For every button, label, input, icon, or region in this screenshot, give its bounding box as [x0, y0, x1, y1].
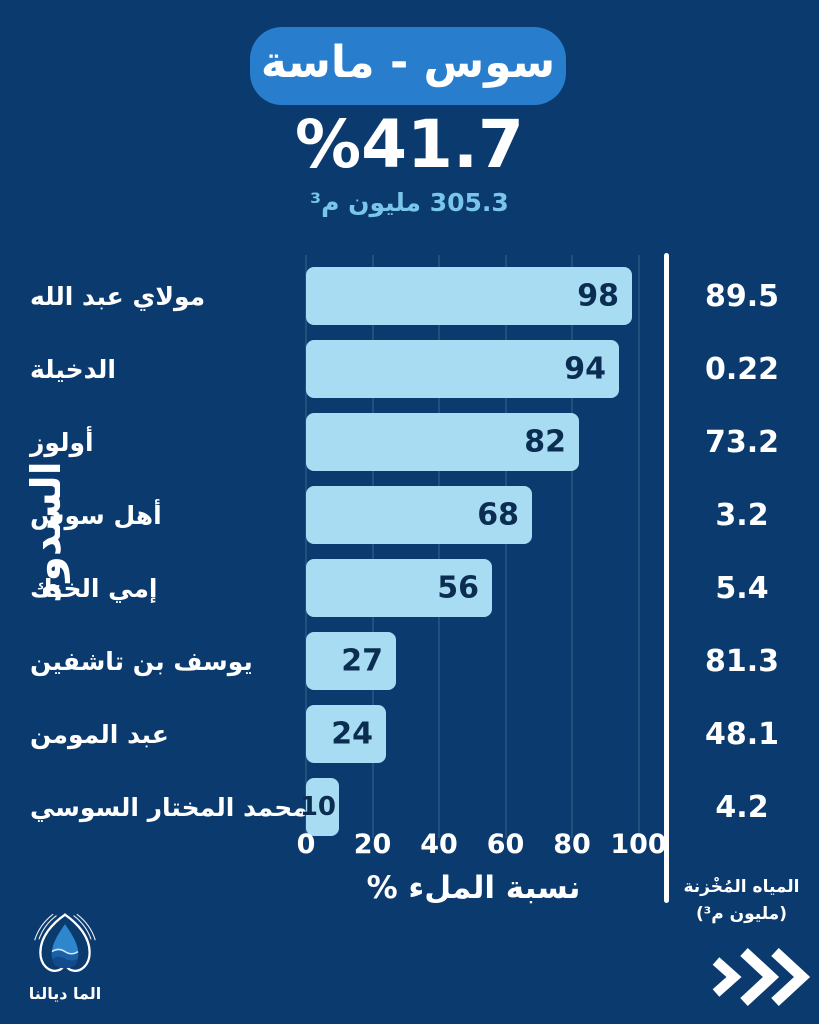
stored-water-title-line1: المياه المُخْزنة — [683, 877, 800, 897]
bar-value-label: 10 — [299, 792, 336, 822]
gridline — [504, 255, 507, 838]
x-tick-label: 20 — [353, 829, 392, 860]
gridline — [637, 255, 640, 838]
x-tick-label: 100 — [610, 829, 667, 860]
chart-row: مولاي عبد الله 98 89.5 — [0, 267, 819, 325]
x-tick-label: 0 — [296, 829, 316, 860]
chart-row: أولوز 82 73.2 — [0, 413, 819, 471]
chart-row: الدخيلة 94 0.22 — [0, 340, 819, 398]
total-stored-volume: 305.3 مليون م³ — [310, 188, 509, 217]
stored-volume-value: 4.2 — [715, 789, 769, 825]
dam-name-label: الدخيلة — [30, 354, 116, 384]
gridline — [305, 255, 307, 838]
dam-name-label: مولاي عبد الله — [30, 281, 206, 311]
fill-percentage-bar: 24 — [306, 705, 386, 763]
bar-value-label: 24 — [331, 716, 373, 752]
chart-row: إمي الخنك 56 5.4 — [0, 559, 819, 617]
fill-percentage-bar: 10 — [300, 778, 339, 836]
column-separator-line — [664, 253, 669, 903]
bar-value-label: 27 — [341, 643, 383, 679]
gridline — [371, 255, 374, 838]
dam-name-label: يوسف بن تاشفين — [30, 646, 253, 676]
water-drop-logo-icon — [34, 913, 96, 972]
total-fill-percentage: %41.7 — [295, 106, 524, 183]
stored-volume-value: 81.3 — [704, 643, 780, 679]
fill-percentage-bar: 98 — [306, 267, 632, 325]
dam-name-label: محمد المختار السوسي — [30, 792, 308, 822]
stored-volume-value: 3.2 — [715, 497, 769, 533]
stored-volume-value: 73.2 — [704, 424, 780, 460]
bar-value-label: 82 — [524, 424, 566, 460]
stored-water-column-title: المياه المُخْزنة (مليون م³) — [664, 874, 819, 928]
fill-percentage-bar: 82 — [306, 413, 579, 471]
fill-percentage-bar: 27 — [306, 632, 396, 690]
brand-block: الما ديالنا — [10, 908, 120, 1003]
stored-volume-value: 48.1 — [704, 716, 780, 752]
chart-row: يوسف بن تاشفين 27 81.3 — [0, 632, 819, 690]
stored-volume-value: 5.4 — [715, 570, 769, 606]
dam-name-label: أولوز — [30, 427, 94, 457]
brand-name: الما ديالنا — [28, 984, 102, 1003]
dam-name-label: عبد المومن — [30, 719, 169, 749]
bar-value-label: 94 — [564, 351, 606, 387]
region-title-badge: سوس - ماسة — [250, 27, 566, 105]
x-axis-title: نسبة الملء % — [366, 870, 581, 906]
x-tick-label: 80 — [553, 829, 591, 860]
chart-row: عبد المومن 24 48.1 — [0, 705, 819, 763]
chart-row: أهل سوس 68 3.2 — [0, 486, 819, 544]
stored-volume-value: 89.5 — [704, 278, 780, 314]
x-tick-label: 40 — [420, 829, 458, 860]
fill-percentage-bar: 56 — [306, 559, 492, 617]
chart-row: محمد المختار السوسي 10 4.2 — [0, 778, 819, 836]
stored-water-title-line2: (مليون م³) — [696, 904, 787, 924]
bar-value-label: 68 — [477, 497, 519, 533]
x-tick-label: 60 — [486, 829, 525, 860]
bar-value-label: 98 — [577, 278, 619, 314]
gridline — [571, 255, 573, 838]
fill-percentage-bar: 68 — [306, 486, 532, 544]
next-chevrons-icon[interactable] — [710, 944, 810, 1010]
stored-volume-value: 0.22 — [704, 351, 780, 387]
region-title: سوس - ماسة — [260, 37, 556, 88]
bar-value-label: 56 — [437, 570, 479, 606]
dam-name-label: أهل سوس — [30, 500, 162, 530]
gridline — [438, 255, 440, 838]
dam-name-label: إمي الخنك — [30, 573, 158, 603]
fill-percentage-bar: 94 — [306, 340, 619, 398]
